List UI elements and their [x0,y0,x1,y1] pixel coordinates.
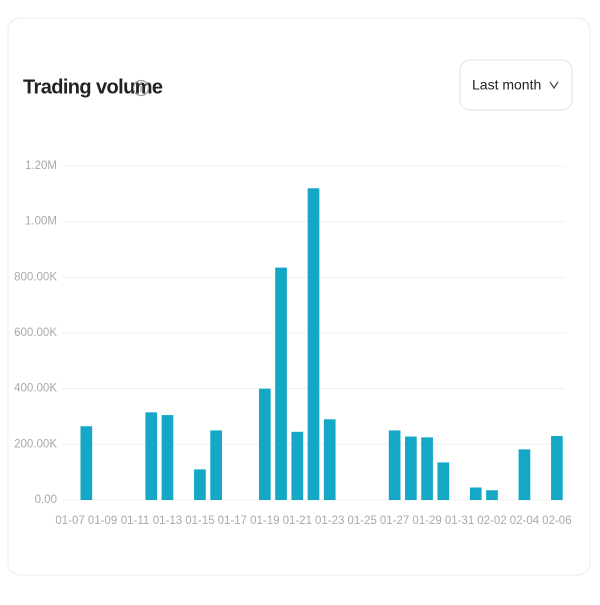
y-tick-label: 800.00K [14,271,57,283]
x-tick-label: 01-13 [153,515,182,527]
bar [437,462,450,500]
x-tick-label: 01-27 [380,515,409,527]
x-tick-label: 01-15 [185,515,214,527]
x-tick-label: 01-09 [88,515,117,527]
x-tick-label: 01-31 [445,515,474,527]
x-tick-label: 02-06 [542,515,571,527]
x-tick-label: 02-02 [477,515,506,527]
y-tick-label: 1.20M [25,160,57,172]
info-icon[interactable] [132,79,150,97]
bar [80,426,93,500]
bar [323,419,336,500]
x-tick-label: 01-21 [283,515,312,527]
x-tick-label: 01-07 [55,515,84,527]
x-tick-label: 01-19 [250,515,279,527]
y-tick-label: 200.00K [14,438,57,450]
y-tick-label: 400.00K [14,383,57,395]
x-tick-label: 01-17 [218,515,247,527]
bar [161,415,174,500]
bar [518,449,531,500]
chart-title: Trading volume [23,76,163,98]
x-tick-label: 01-25 [347,515,376,527]
bar [388,430,401,500]
bar [551,435,563,500]
bar [145,412,158,500]
bar [291,431,304,500]
y-tick-label: 1.00M [25,216,57,228]
x-tick-label: 01-29 [412,515,441,527]
bar [486,490,498,500]
x-tick-label: 01-23 [315,515,344,527]
bar [258,388,271,500]
range-selector[interactable]: Last month [459,59,573,111]
bar [307,188,320,500]
bar [405,436,417,500]
x-tick-label: 02-04 [510,515,540,527]
bar [469,487,482,500]
y-tick-label: 600.00K [14,327,57,339]
y-tick-label: 0.00 [35,494,57,506]
bar [210,430,222,500]
x-tick-label: 01-11 [121,515,150,527]
range-selector-label[interactable]: Last month [472,77,541,93]
bar [275,267,287,500]
bar [421,437,433,500]
bar [194,469,206,500]
